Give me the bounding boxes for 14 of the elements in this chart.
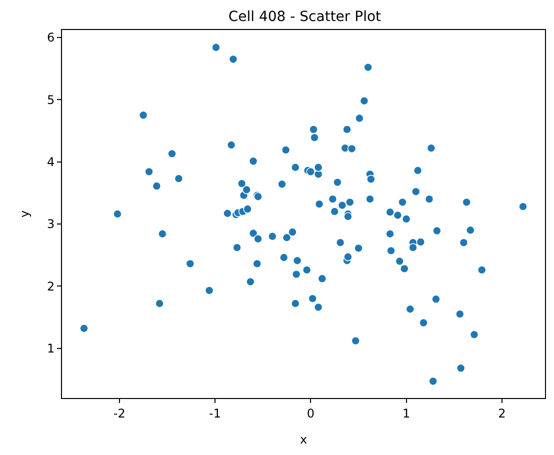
y-tick-label: 1 [46, 341, 55, 356]
chart-title: Cell 408 - Scatter Plot [228, 9, 382, 26]
x-axis-title: x [300, 432, 308, 446]
x-tick-label: 1 [402, 406, 410, 420]
x-tick-label: 0 [306, 406, 314, 420]
x-tick-label: 2 [498, 406, 506, 420]
y-tick-label: 5 [46, 92, 55, 107]
y-tick-label: 6 [46, 30, 55, 45]
y-tick-label: 3 [46, 217, 55, 232]
y-axis-title: y [17, 210, 32, 218]
y-tick-label: 2 [46, 279, 55, 294]
x-tick-label: -2 [113, 406, 126, 420]
y-tick-label: 4 [46, 154, 55, 169]
x-tick-label: -1 [209, 406, 222, 420]
